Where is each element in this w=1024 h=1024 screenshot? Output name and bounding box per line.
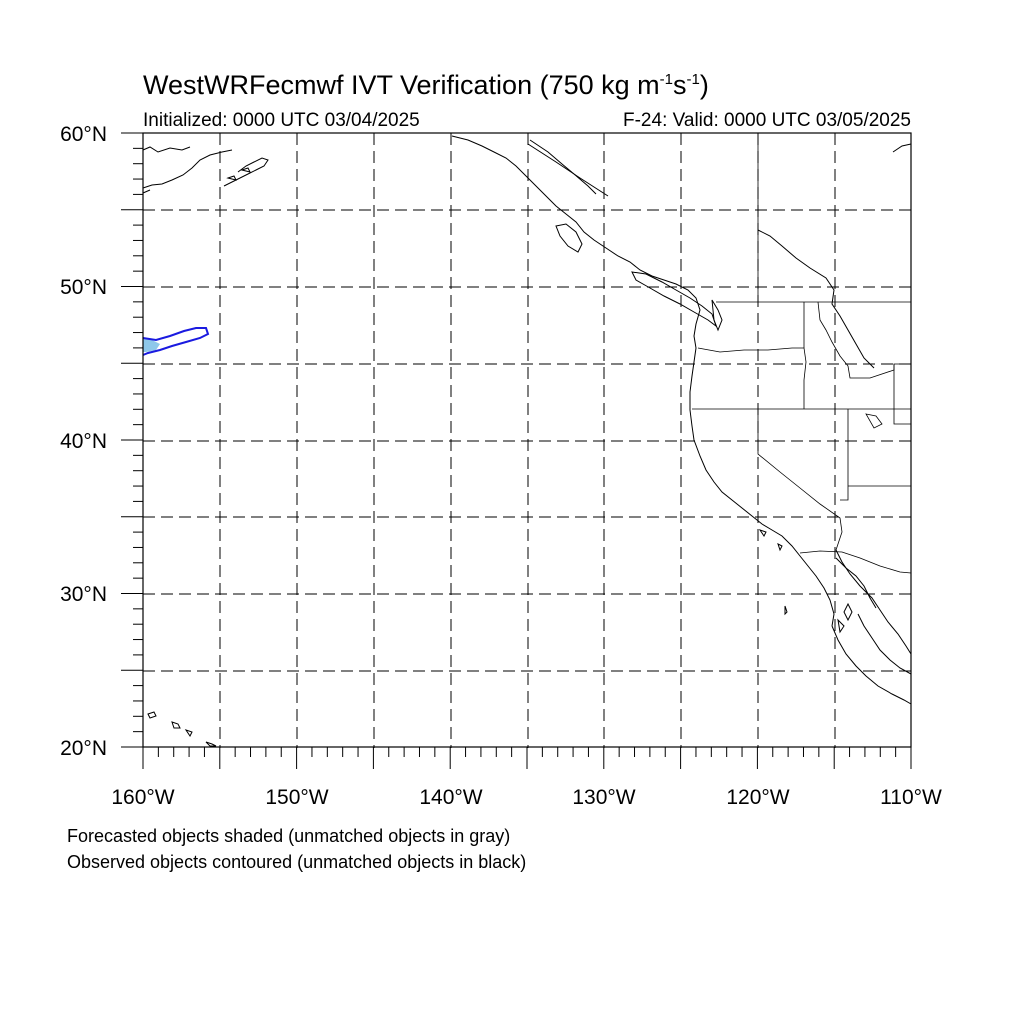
tick-marks: [121, 132, 912, 769]
title-sup-2: -1: [686, 71, 700, 88]
coastlines: [142, 135, 912, 747]
initialized-time: Initialized: 0000 UTC 03/04/2025: [143, 110, 420, 131]
forecast-object: [143, 338, 160, 352]
lat-label-20: 20°N: [60, 737, 107, 760]
note-forecast: Forecasted objects shaded (unmatched obj…: [67, 826, 511, 846]
political-borders: [692, 133, 912, 574]
map-frame: [142, 132, 912, 748]
lat-label-50: 50°N: [60, 276, 107, 299]
lat-labels: 60°N 50°N 40°N 30°N 20°N: [60, 123, 107, 760]
title-suffix: ): [699, 70, 709, 100]
title-sup-1: -1: [659, 71, 673, 88]
lat-label-30: 30°N: [60, 583, 107, 606]
lon-label-160w: 160°W: [111, 786, 174, 809]
grid-lines: [143, 133, 911, 748]
ivt-objects: [142, 327, 210, 356]
lon-label-140w: 140°W: [419, 786, 482, 809]
map-title: WestWRFecmwf IVT Verification (750 kg m-…: [143, 70, 709, 101]
lon-label-130w: 130°W: [572, 786, 635, 809]
lon-label-110w: 110°W: [880, 786, 942, 809]
lat-label-60: 60°N: [60, 123, 107, 146]
lat-label-40: 40°N: [60, 430, 107, 453]
title-prefix: WestWRFecmwf IVT Verification (750 kg m: [143, 70, 660, 100]
lon-labels: 160°W 150°W 140°W 130°W 120°W 110°W: [111, 786, 942, 809]
note-observed: Observed objects contoured (unmatched ob…: [67, 852, 527, 872]
observed-object-contour: [142, 327, 210, 356]
lon-label-120w: 120°W: [726, 786, 789, 809]
title-mid: s: [672, 70, 687, 100]
lon-label-150w: 150°W: [265, 786, 328, 809]
valid-time: F-24: Valid: 0000 UTC 03/05/2025: [623, 110, 911, 131]
